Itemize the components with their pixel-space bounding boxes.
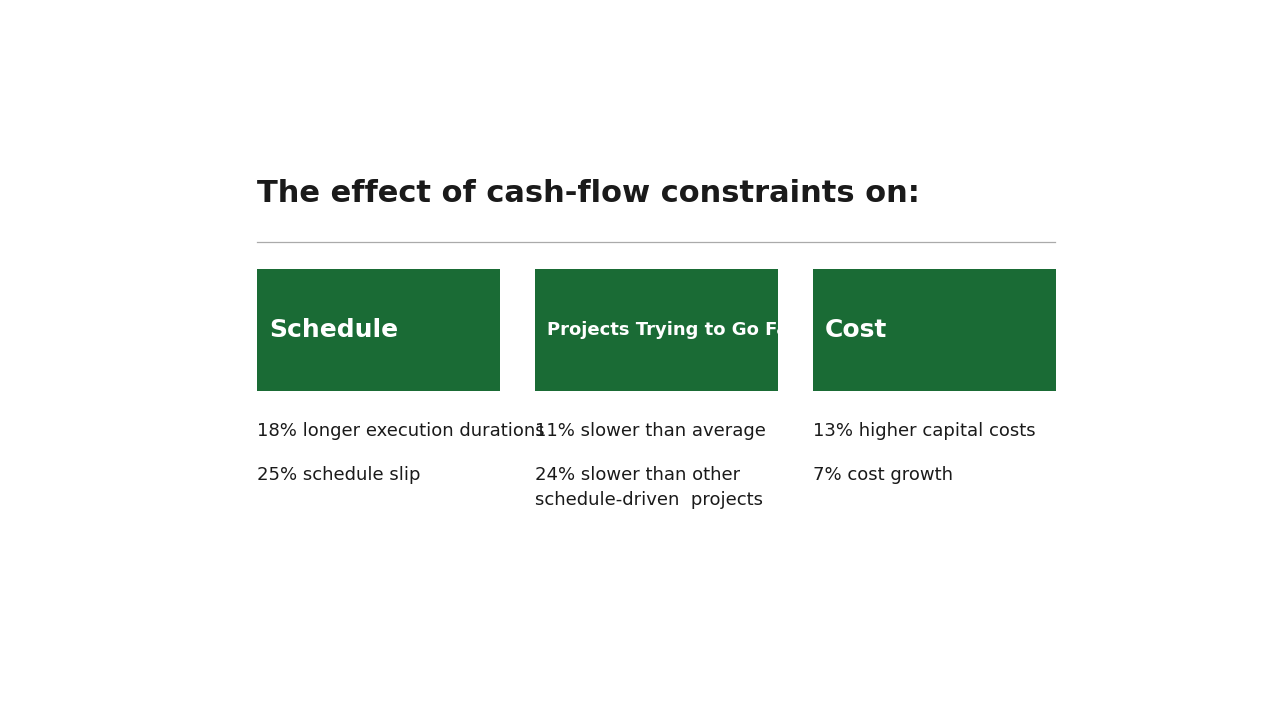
Text: 11% slower than average: 11% slower than average	[535, 422, 765, 440]
Text: 7% cost growth: 7% cost growth	[813, 466, 952, 484]
FancyBboxPatch shape	[813, 269, 1056, 391]
Text: Projects Trying to Go Fast: Projects Trying to Go Fast	[547, 321, 808, 339]
Text: Schedule: Schedule	[269, 318, 398, 342]
Text: 18% longer execution durations: 18% longer execution durations	[257, 422, 545, 440]
Text: 25% schedule slip: 25% schedule slip	[257, 466, 421, 484]
Text: 24% slower than other
schedule-driven  projects: 24% slower than other schedule-driven pr…	[535, 466, 763, 509]
Text: The effect of cash-flow constraints on:: The effect of cash-flow constraints on:	[257, 179, 920, 208]
FancyBboxPatch shape	[257, 269, 500, 391]
Text: 13% higher capital costs: 13% higher capital costs	[813, 422, 1036, 440]
Text: Cost: Cost	[824, 318, 887, 342]
FancyBboxPatch shape	[535, 269, 778, 391]
